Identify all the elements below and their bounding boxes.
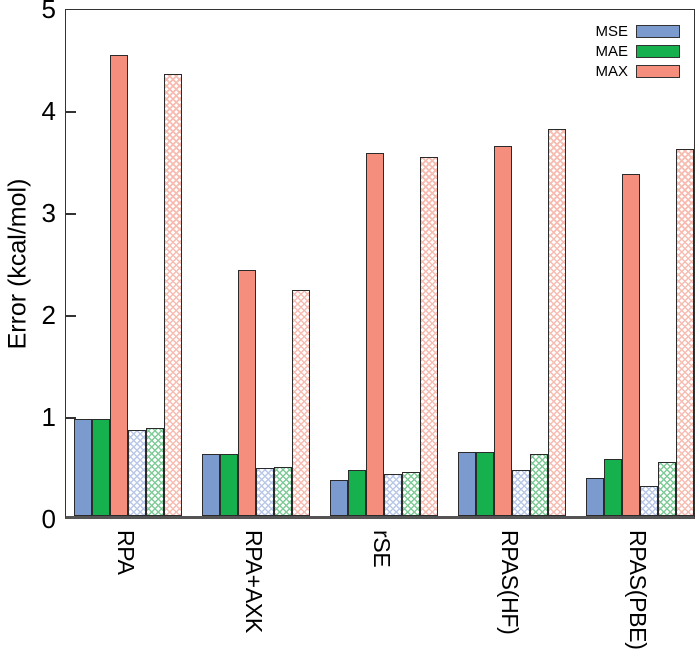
bar-rpas-pbe-max <box>622 174 640 516</box>
bar-rpas-hf-mae-crosshatched <box>530 453 548 516</box>
bar-rpa-mse <box>74 419 92 516</box>
y-tick-label-1: 1 <box>41 402 56 432</box>
legend-label-mse: MSE <box>595 23 628 40</box>
bar-rpa-mae <box>92 419 110 516</box>
bar-rpas-pbe-mae <box>604 458 622 516</box>
legend-item-mae: MAE <box>595 44 680 59</box>
x-category-label-rpas-pbe: RPAS(PBE) <box>625 530 651 650</box>
bar-rpas-pbe-mse-crosshatched <box>640 486 658 516</box>
bar-rpa-axk-mse-crosshatched <box>256 468 274 516</box>
bar-rpas-pbe-mse <box>586 478 604 516</box>
legend-swatch-max <box>636 65 680 78</box>
bar-rpa-mae-crosshatched <box>146 428 164 516</box>
bar-rpas-hf-mae <box>476 451 494 516</box>
bar-rpa-max <box>110 54 128 516</box>
legend-swatch-mse <box>636 25 680 38</box>
bar-rse-mse <box>330 480 348 516</box>
x-category-label-rpa: RPA <box>113 530 139 575</box>
bar-rpa-mse-crosshatched <box>128 430 146 516</box>
x-category-label-rpas-hf: RPAS(HF) <box>497 530 523 635</box>
y-tick-label-3: 3 <box>41 198 56 228</box>
y-tick-label-5: 5 <box>41 0 56 24</box>
bar-rse-mse-crosshatched <box>384 474 402 516</box>
legend-swatch-mae <box>636 45 680 58</box>
bar-rpas-hf-max <box>494 145 512 516</box>
bar-rpa-axk-max-crosshatched <box>292 289 310 516</box>
legend-label-mae: MAE <box>595 43 628 60</box>
bar-rse-max-crosshatched <box>420 156 438 516</box>
bar-rpas-hf-mse-crosshatched <box>512 470 530 516</box>
x-category-label-rse: rSE <box>369 530 395 568</box>
y-tick-mark-3 <box>66 213 76 215</box>
legend-item-max: MAX <box>595 64 680 79</box>
y-tick-label-0: 0 <box>41 504 56 534</box>
legend-label-max: MAX <box>595 63 628 80</box>
x-category-label-rpa-axk: RPA+AXK <box>241 530 267 633</box>
legend: MSE MAE MAX <box>595 24 680 79</box>
y-tick-label-4: 4 <box>41 96 56 126</box>
bar-rpa-axk-mse <box>202 453 220 516</box>
bar-rse-mae-crosshatched <box>402 472 420 516</box>
bar-rpas-pbe-mae-crosshatched <box>658 461 676 516</box>
plot-area <box>65 9 695 519</box>
y-tick-mark-4 <box>66 111 76 113</box>
bar-rpa-axk-mae-crosshatched <box>274 467 292 516</box>
bar-rpa-axk-mae <box>220 453 238 516</box>
bar-rse-max <box>366 152 384 516</box>
bar-rse-mae <box>348 470 366 516</box>
bar-rpas-hf-mse <box>458 451 476 516</box>
legend-item-mse: MSE <box>595 24 680 39</box>
y-tick-mark-2 <box>66 315 76 317</box>
bar-rpa-max-crosshatched <box>164 74 182 516</box>
y-tick-mark-1 <box>66 417 76 419</box>
y-tick-label-2: 2 <box>41 300 56 330</box>
bar-rpa-axk-max <box>238 270 256 516</box>
bar-rpas-hf-max-crosshatched <box>548 129 566 516</box>
bar-rpas-pbe-max-crosshatched <box>676 148 694 516</box>
